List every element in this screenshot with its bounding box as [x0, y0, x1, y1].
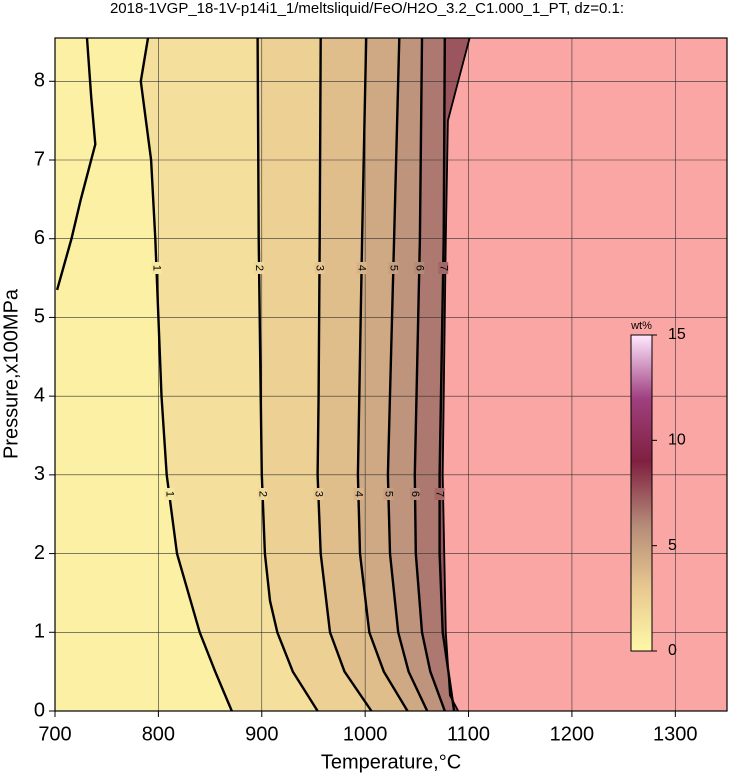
- colorbar: [630, 334, 653, 652]
- colorbar-tick-label: 0: [668, 642, 677, 659]
- contour-label-bg: [257, 488, 268, 500]
- contour-label: 2: [253, 265, 265, 271]
- contour-label: 4: [353, 491, 365, 497]
- contour-line: [438, 37, 456, 712]
- contour-label: 6: [413, 265, 425, 271]
- y-tick-label: 2: [34, 542, 45, 564]
- contour-label-bg: [410, 488, 421, 500]
- plot-frame: [54, 37, 728, 712]
- contour-label: 4: [356, 265, 368, 271]
- contour-line: [55, 37, 233, 712]
- contour-label-bg: [164, 488, 175, 500]
- contour-line: [386, 37, 429, 712]
- contour-line: [413, 37, 446, 712]
- y-tick-label: 8: [34, 70, 45, 92]
- band-fill: [55, 38, 232, 711]
- contour-line: [356, 37, 409, 712]
- x-tick-label: 800: [142, 723, 175, 745]
- x-tick-label: 1000: [343, 723, 388, 745]
- contour-label-bg: [414, 262, 425, 274]
- chart-title: 2018-1VGP_18-1V-p14i1_1/meltsliquid/FeO/…: [110, 0, 624, 17]
- contour-label: 7: [434, 491, 446, 497]
- contour-label: 3: [314, 265, 326, 271]
- contour-label-bg: [388, 262, 399, 274]
- y-tick-label: 3: [34, 463, 45, 485]
- contour-label: 7: [437, 265, 449, 271]
- y-tick-label: 0: [34, 699, 45, 721]
- contour-label: 1: [151, 265, 163, 271]
- y-tick-label: 1: [34, 621, 45, 643]
- x-tick-label: 900: [245, 723, 278, 745]
- contour-label-bg: [254, 262, 265, 274]
- contour-label-bg: [314, 262, 325, 274]
- y-tick-label: 6: [34, 227, 45, 249]
- contour-label-bg: [383, 488, 394, 500]
- contour-label-bg: [356, 262, 367, 274]
- contour-label-bg: [434, 488, 445, 500]
- contour-label-bg: [151, 262, 162, 274]
- y-tick-label: 7: [34, 148, 45, 170]
- contour-label: 3: [312, 491, 324, 497]
- contour-label: 1: [163, 491, 175, 497]
- x-tick-label: 700: [38, 723, 71, 745]
- contour-label: 6: [409, 491, 421, 497]
- contour-label: 5: [387, 265, 399, 271]
- colorbar-tick-label: 15: [668, 326, 686, 343]
- contour-label-bg: [353, 488, 364, 500]
- x-tick-label: 1200: [550, 723, 595, 745]
- y-tick-label: 4: [34, 384, 45, 406]
- x-axis-label: Temperature,°C: [321, 751, 461, 773]
- colorbar-tick-label: 5: [668, 537, 677, 554]
- contour-label-bg: [438, 262, 449, 274]
- colorbar-label: wt%: [630, 320, 652, 332]
- x-tick-label: 1100: [447, 723, 490, 745]
- y-tick-label: 5: [34, 306, 45, 328]
- contour-label: 2: [257, 491, 269, 497]
- contour-line: [256, 37, 319, 712]
- x-tick-label: 1300: [653, 723, 698, 745]
- y-axis-label: Pressure,x100MPa: [0, 288, 22, 459]
- contour-label-bg: [313, 488, 324, 500]
- colorbar-tick-label: 10: [668, 432, 686, 449]
- contour-label: 5: [382, 491, 394, 497]
